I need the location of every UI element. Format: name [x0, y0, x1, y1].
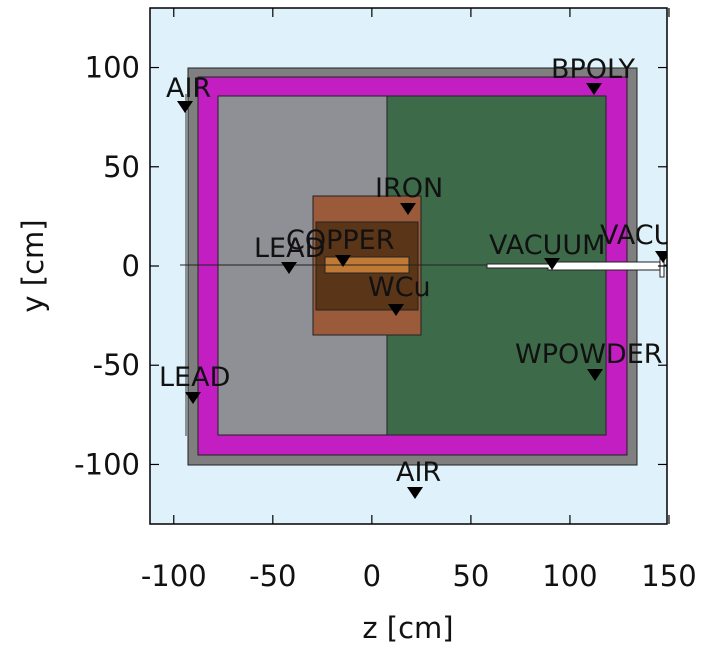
marker-vacuum-outer — [655, 251, 667, 263]
label-lead-mid: LEAD — [254, 233, 325, 264]
label-lead-left: LEAD — [159, 362, 230, 393]
label-wpowder: WPOWDER — [515, 339, 663, 370]
label-air-bottom: AIR — [396, 457, 441, 488]
marker-air-top — [177, 101, 193, 113]
marker-copper — [335, 255, 351, 267]
marker-bpoly — [586, 83, 602, 95]
marker-lead-left — [185, 392, 201, 404]
label-bpoly: BPOLY — [551, 54, 636, 85]
label-copper: COPPER — [286, 225, 395, 256]
x-tick-label: -100 — [141, 559, 207, 593]
marker-lead-mid — [281, 262, 297, 274]
axis-ticks — [150, 8, 670, 524]
y-tick-label: -50 — [93, 348, 140, 382]
axis-tick-labels: -100 -50 0 50 100 150 100 50 0 -50 -100 — [74, 51, 696, 593]
label-wcu: WCu — [368, 272, 431, 303]
x-tick-label: 100 — [542, 559, 597, 593]
plot-frame — [149, 7, 668, 525]
x-tick-label: 50 — [452, 559, 489, 593]
label-vacuum-outer: VACUUM — [600, 220, 705, 251]
marker-wcu — [388, 304, 404, 316]
y-tick-label: -100 — [74, 447, 140, 481]
marker-air-bottom — [407, 487, 423, 499]
marker-iron — [400, 203, 416, 215]
label-air-top: AIR — [166, 73, 211, 104]
x-tick-label: 150 — [641, 559, 696, 593]
x-axis-title: z [cm] — [362, 611, 453, 645]
y-tick-label: 50 — [103, 150, 140, 184]
label-iron: IRON — [375, 173, 443, 204]
y-tick-label: 0 — [122, 249, 140, 283]
x-tick-label: -50 — [249, 559, 296, 593]
marker-vacuum-inner — [544, 258, 560, 270]
plot-area: AIR BPOLY IRON LEAD COPPER VACUUM VACUUM… — [150, 8, 705, 524]
label-vacuum-inner: VACUUM — [489, 230, 605, 261]
marker-wpowder — [587, 369, 603, 381]
x-tick-label: 0 — [363, 559, 381, 593]
y-tick-label: 100 — [85, 51, 140, 85]
y-axis-title: y [cm] — [16, 219, 50, 312]
